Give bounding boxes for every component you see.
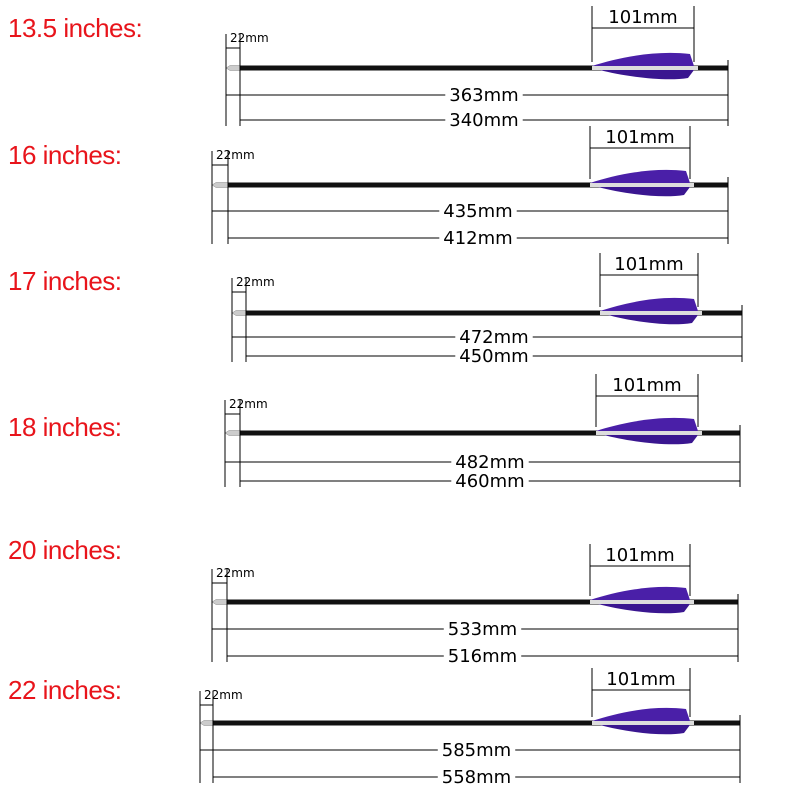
dimension-label: 482mm xyxy=(455,452,524,473)
fletch xyxy=(592,52,694,66)
tip-label: 22mm xyxy=(236,275,275,289)
row-label: 13.5 inches: xyxy=(8,13,142,43)
arrow-row: 13.5 inches: 101mm 22mm 363mm 340mm xyxy=(8,6,729,131)
fletch-label: 101mm xyxy=(605,545,674,566)
arrow-band xyxy=(600,311,702,315)
arrow-row: 20 inches: 101mm 22mm 533mm 516mm xyxy=(8,535,739,667)
label-background xyxy=(451,471,529,491)
arrow-shaft xyxy=(228,182,728,188)
arrow-shaft xyxy=(227,599,738,605)
arrow-row: 16 inches: 101mm 22mm 435mm 412mm xyxy=(8,126,729,249)
dimension-label: 340mm xyxy=(449,110,518,131)
dimension-label: 450mm xyxy=(459,346,528,367)
arrow-shaft xyxy=(246,310,742,316)
fletch-label: 101mm xyxy=(612,375,681,396)
fletch xyxy=(600,725,690,735)
arrow-shaft xyxy=(213,720,740,726)
label-background xyxy=(443,619,522,639)
label-background xyxy=(451,452,529,472)
label-background xyxy=(455,327,533,347)
label-background xyxy=(439,201,517,221)
label-background xyxy=(445,110,523,130)
dimension-label: 363mm xyxy=(449,85,518,106)
label-background xyxy=(443,646,522,666)
fletch xyxy=(592,707,690,721)
dimension-label: 558mm xyxy=(442,767,511,788)
row-label: 18 inches: xyxy=(8,412,122,442)
row-label: 22 inches: xyxy=(8,675,122,705)
label-background xyxy=(437,767,516,787)
fletch-label: 101mm xyxy=(606,669,675,690)
fletch xyxy=(608,315,698,325)
arrow-band xyxy=(592,721,694,725)
label-background xyxy=(439,228,517,248)
arrow-tip xyxy=(199,720,214,726)
dimension-label: 533mm xyxy=(448,619,517,640)
fletch xyxy=(604,435,698,445)
dimension-label: 412mm xyxy=(443,228,512,249)
fletch xyxy=(596,417,698,431)
arrow-band xyxy=(590,183,694,187)
dimension-label: 472mm xyxy=(459,327,528,348)
tip-label: 22mm xyxy=(230,31,269,45)
fletch xyxy=(600,70,694,80)
arrow-row: 22 inches: 101mm 22mm 585mm 558mm xyxy=(8,668,741,788)
fletch xyxy=(598,604,690,614)
fletch xyxy=(590,586,690,600)
arrow-band xyxy=(596,431,702,435)
row-label: 20 inches: xyxy=(8,535,122,565)
arrow-shaft xyxy=(240,430,740,436)
fletch-label: 101mm xyxy=(614,254,683,275)
arrow-band xyxy=(590,600,694,604)
arrow-tip xyxy=(211,599,228,605)
label-background xyxy=(455,346,533,366)
arrow-band xyxy=(592,66,698,70)
arrow-tip xyxy=(224,430,241,436)
label-background xyxy=(445,85,523,105)
arrow-tip xyxy=(211,182,229,188)
fletch xyxy=(598,187,690,197)
row-label: 17 inches: xyxy=(8,266,122,296)
fletch-label: 101mm xyxy=(605,127,674,148)
tip-label: 22mm xyxy=(216,566,255,580)
row-label: 16 inches: xyxy=(8,140,122,170)
arrow-tip xyxy=(231,310,247,316)
dimension-label: 516mm xyxy=(448,646,517,667)
tip-label: 22mm xyxy=(204,688,243,702)
fletch xyxy=(600,297,698,311)
fletch-label: 101mm xyxy=(608,7,677,28)
fletch xyxy=(590,169,690,183)
tip-label: 22mm xyxy=(229,397,268,411)
dimension-label: 585mm xyxy=(442,740,511,761)
dimension-label: 435mm xyxy=(443,201,512,222)
label-background xyxy=(437,740,516,760)
dimension-label: 460mm xyxy=(455,471,524,492)
tip-label: 22mm xyxy=(216,148,255,162)
arrow-tip xyxy=(225,65,241,71)
arrow-shaft xyxy=(240,65,728,71)
